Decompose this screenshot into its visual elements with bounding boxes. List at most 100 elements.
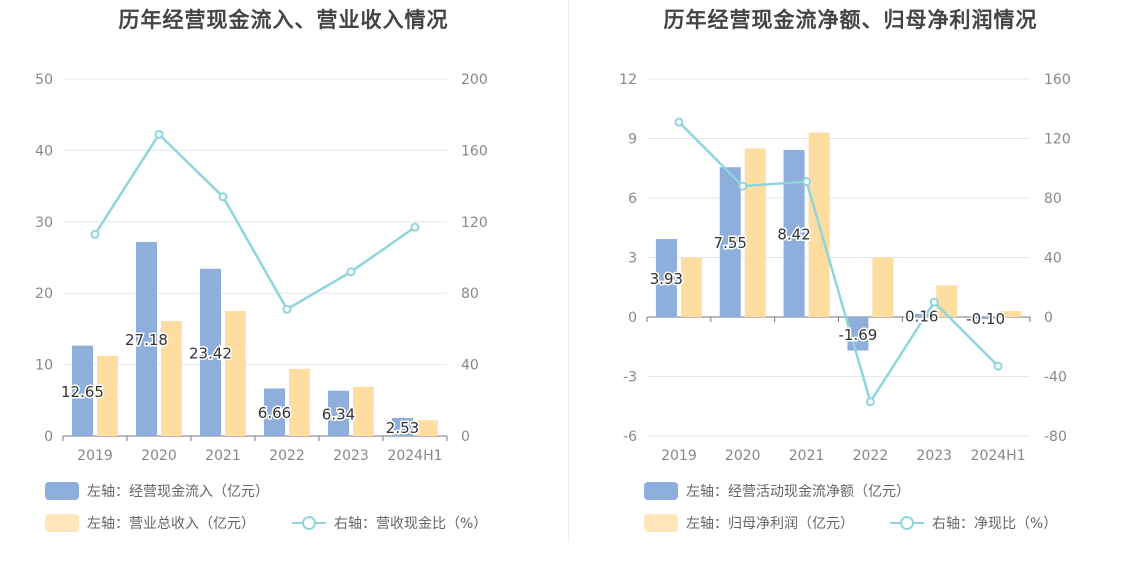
bar-primary <box>72 345 93 436</box>
right-chart-panel: 历年经营现金流净额、归母净利润情况 -6 -3 0 3 6 9 12 -80 -40 0 40 80 1… <box>567 0 1134 582</box>
bar-secondary <box>289 368 310 436</box>
line-point <box>738 181 748 191</box>
left-axis-tick-label: 12 <box>619 72 637 88</box>
line-point <box>674 117 684 127</box>
bar-data-label: 23.42 <box>189 344 232 362</box>
bar-primary <box>911 313 933 317</box>
bar-data-label: -0.10 <box>966 310 1005 328</box>
bar-primary <box>328 390 349 436</box>
x-axis-tick-label: 2024H1 <box>971 448 1026 464</box>
right-axis-tick-label: -40 <box>1044 370 1067 386</box>
x-axis-tick-label: 2022 <box>853 448 889 464</box>
right-axis-tick-label: 160 <box>1044 72 1071 88</box>
x-axis-tick-label: 2023 <box>916 448 952 464</box>
bar-secondary <box>161 321 182 436</box>
left-axis-tick-label: 0 <box>628 310 637 326</box>
right-axis-tick-label: 80 <box>1044 191 1062 207</box>
left-axis-tick-label: -3 <box>623 370 637 386</box>
legend-swatch <box>644 482 678 500</box>
x-axis-tick-label: 2023 <box>333 448 369 464</box>
legend-label: 右轴：营收现金比（%） <box>334 516 488 532</box>
bar-data-label: 12.65 <box>61 383 104 401</box>
line-point <box>90 229 100 239</box>
chart-title: 历年经营现金流净额、归母净利润情况 <box>663 8 1038 32</box>
bar-primary <box>719 167 741 317</box>
bar-primary <box>655 239 677 317</box>
left-axis-tick-label: 50 <box>35 72 53 88</box>
bar-secondary <box>225 311 246 436</box>
legend-item-net-profit[interactable]: 左轴：归母净利润（亿元） <box>644 513 854 533</box>
legend-item-net-cash-ratio[interactable]: 右轴：净现比（%） <box>890 513 1057 533</box>
bar-secondary <box>353 386 374 436</box>
left-chart-panel: 历年经营现金流入、营业收入情况 0 10 20 30 40 50 0 40 80 120 160 20… <box>35 8 488 533</box>
legend-label: 右轴：净现比（%） <box>932 516 1058 532</box>
right-axis-tick-label: 120 <box>461 215 488 231</box>
bar-data-label: 8.42 <box>777 226 810 244</box>
left-axis-tick-label: 10 <box>35 358 53 374</box>
left-axis-tick-label: 6 <box>628 191 637 207</box>
bar-data-label: 27.18 <box>125 331 168 349</box>
line-point <box>865 397 875 407</box>
bar-secondary <box>936 285 958 317</box>
legend-item-cash-inflow[interactable]: 左轴：经营现金流入（亿元） <box>45 481 269 501</box>
bar-data-label: -1.69 <box>839 326 878 344</box>
right-axis-tick-label: 0 <box>1044 310 1053 326</box>
x-axis-tick-label: 2019 <box>661 448 697 464</box>
line-point <box>218 192 228 202</box>
left-chart-svg: 0 10 20 30 40 50 0 40 80 120 160 200 2019 2020 2021 202… <box>35 72 488 464</box>
x-axis-tick-label: 2021 <box>789 448 825 464</box>
bar-secondary <box>1000 311 1022 317</box>
bar-data-label: 6.66 <box>258 404 291 422</box>
bar-secondary <box>97 356 118 436</box>
x-axis-tick-label: 2021 <box>205 448 241 464</box>
bar-primary <box>392 417 413 436</box>
bar-secondary <box>872 257 894 317</box>
line-point <box>410 222 420 232</box>
legend-swatch <box>644 514 678 532</box>
left-axis-tick-label: 20 <box>35 286 53 302</box>
legend-label: 左轴：经营活动现金流净额（亿元） <box>686 484 910 500</box>
bar-data-label: 2.53 <box>386 419 419 437</box>
legend-line-marker-icon <box>890 514 924 532</box>
right-axis-tick-label: 160 <box>461 143 488 159</box>
bar-secondary <box>680 257 702 317</box>
bar-primary <box>975 317 997 319</box>
bar-primary <box>783 150 805 317</box>
legend-label: 左轴：经营现金流入（亿元） <box>87 484 269 500</box>
x-axis-tick-label: 2020 <box>725 448 761 464</box>
right-axis-tick-label: 0 <box>461 429 470 445</box>
line-point <box>154 129 164 139</box>
legend-label: 左轴：归母净利润（亿元） <box>686 516 854 532</box>
left-axis-tick-label: 3 <box>628 251 637 267</box>
bar-data-label: 7.55 <box>714 234 747 252</box>
right-axis-tick-label: 80 <box>461 286 479 302</box>
x-axis-tick-label: 2022 <box>269 448 305 464</box>
legend-swatch <box>45 514 79 532</box>
x-axis-tick-label: 2019 <box>77 448 113 464</box>
left-axis-tick-label: 9 <box>628 132 637 148</box>
left-axis-tick-label: -6 <box>623 429 637 445</box>
legend-swatch <box>45 482 79 500</box>
right-chart-svg: -6 -3 0 3 6 9 12 -80 -40 0 40 80 120 160 2019 2020 2021 2… <box>619 72 1071 464</box>
line-point <box>802 177 812 187</box>
right-axis-tick-label: 200 <box>461 72 488 88</box>
ratio-line <box>678 121 999 405</box>
legend-item-revenue[interactable]: 左轴：营业总收入（亿元） <box>45 513 255 533</box>
bar-primary <box>136 241 157 436</box>
right-axis-tick-label: 120 <box>1044 132 1071 148</box>
x-axis-tick-label: 2024H1 <box>387 448 442 464</box>
bar-primary <box>264 388 285 436</box>
bar-secondary <box>744 148 766 317</box>
legend-item-revenue-cash-ratio[interactable]: 右轴：营收现金比（%） <box>292 513 487 533</box>
chart-title: 历年经营现金流入、营业收入情况 <box>118 8 449 32</box>
bar-secondary <box>417 420 438 436</box>
bar-data-label: 6.34 <box>322 405 355 423</box>
panel-divider <box>568 0 569 542</box>
x-axis-tick-label: 2020 <box>141 448 177 464</box>
line-point <box>346 267 356 277</box>
left-axis-tick-label: 0 <box>44 429 53 445</box>
line-point <box>993 361 1003 371</box>
legend-item-net-cash-flow[interactable]: 左轴：经营活动现金流净额（亿元） <box>644 481 910 501</box>
ratio-line <box>93 132 416 311</box>
line-point <box>929 297 939 307</box>
